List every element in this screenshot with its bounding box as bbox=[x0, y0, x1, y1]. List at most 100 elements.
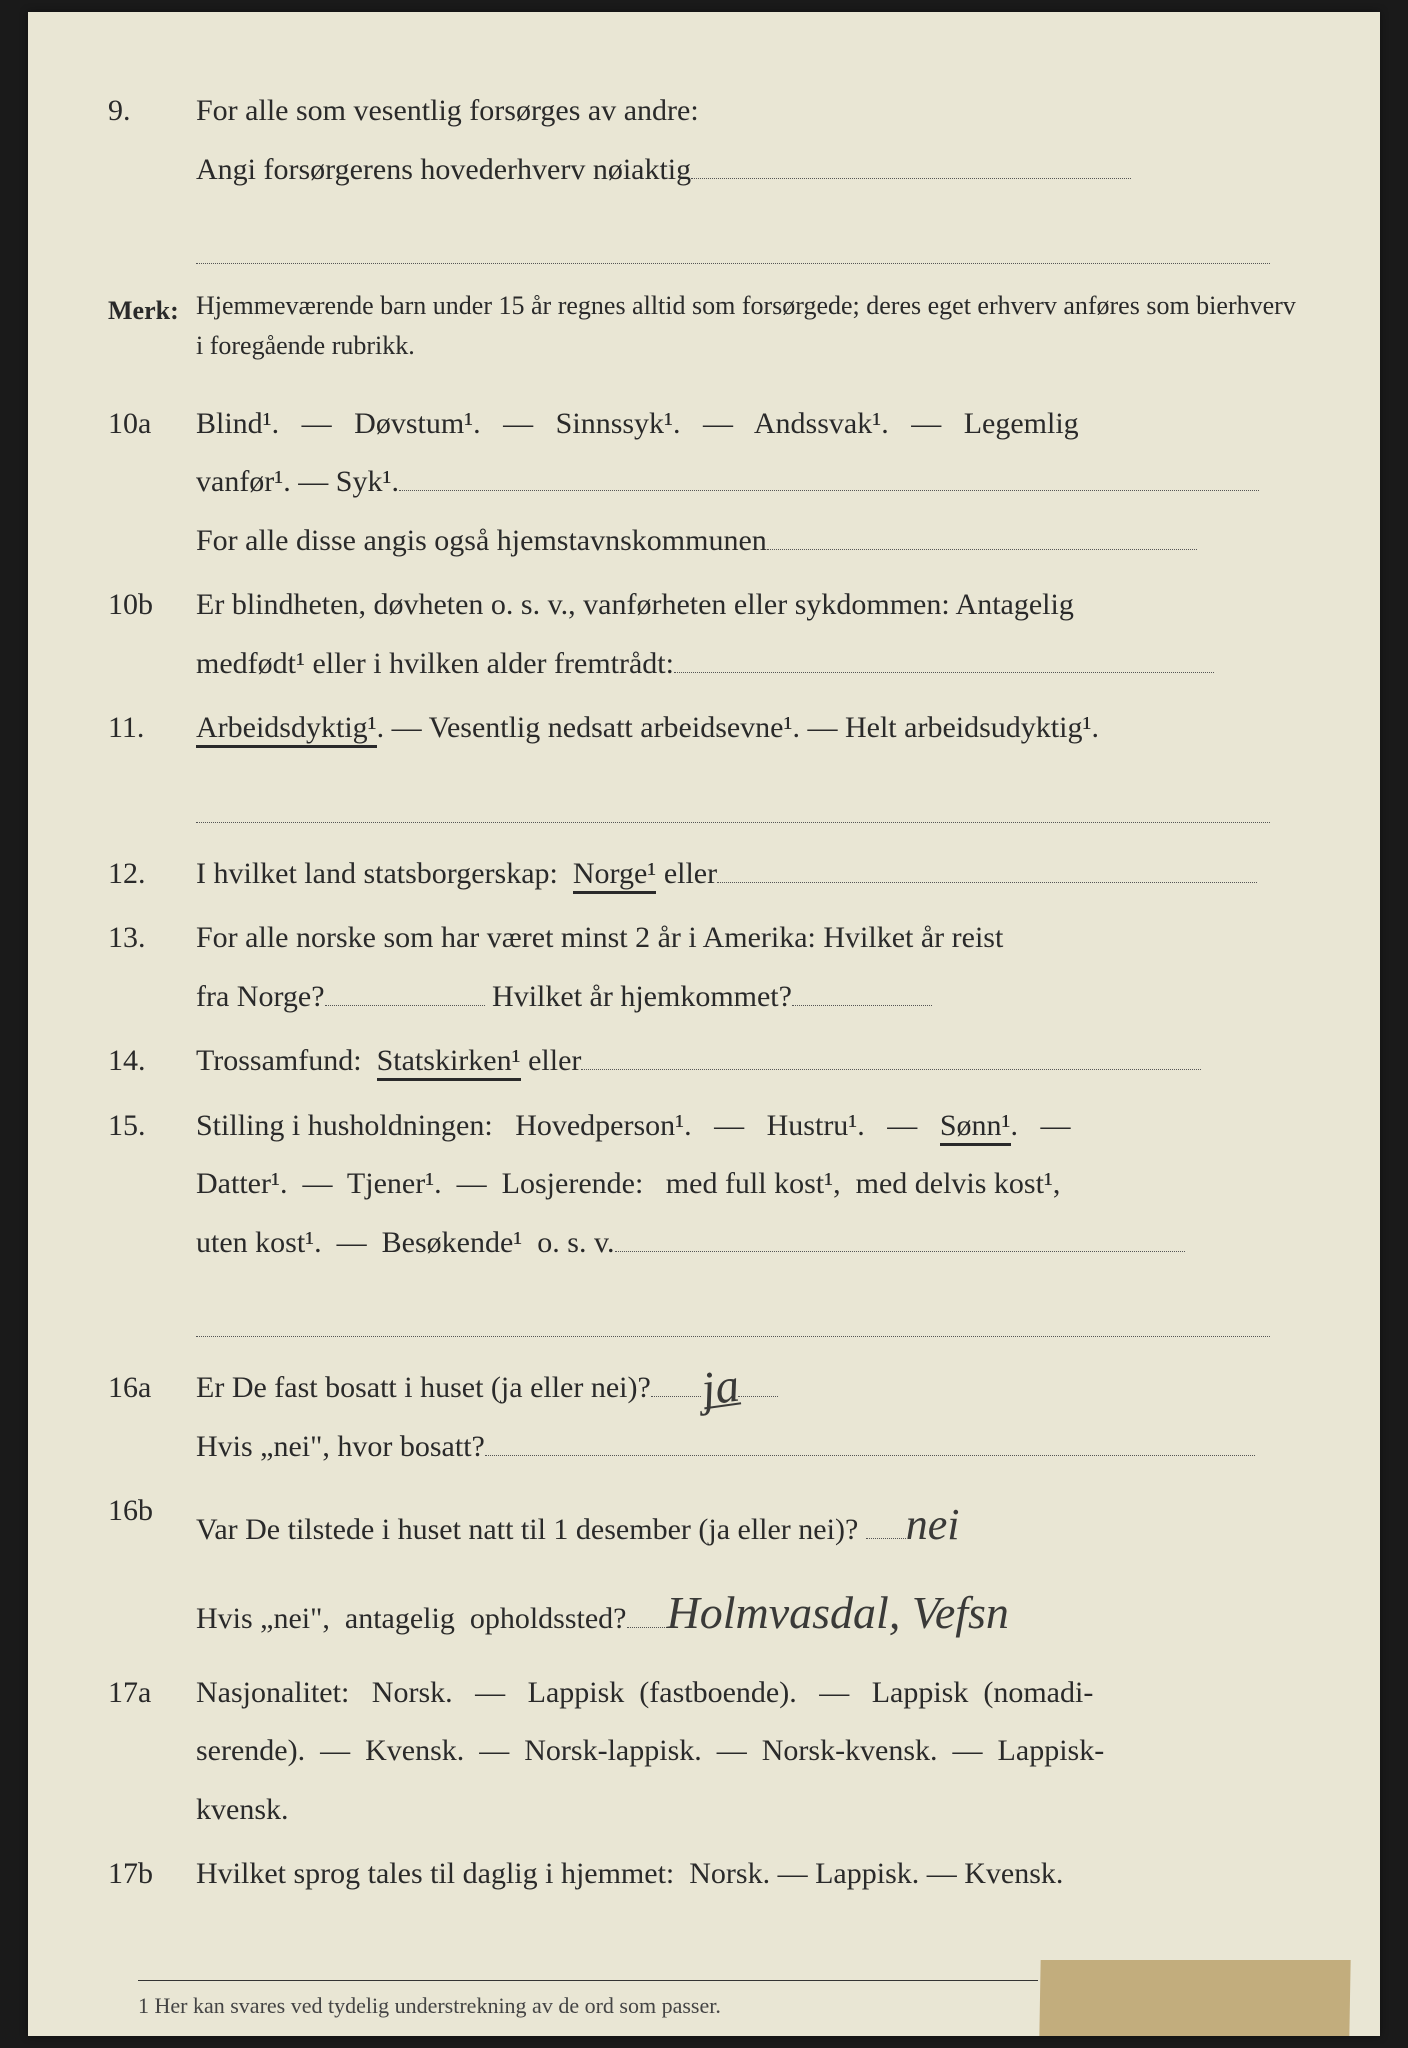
q9-number: 9. bbox=[108, 82, 196, 199]
q16a-body: Er De fast bosatt i huset (ja eller nei)… bbox=[196, 1359, 1300, 1476]
q16b-line1: Var De tilstede i huset natt til 1 desem… bbox=[196, 1482, 1300, 1568]
question-9: 9. For alle som vesentlig forsørges av a… bbox=[108, 82, 1300, 199]
dotted-fill bbox=[691, 145, 1131, 179]
question-10a: 10a Blind¹. — Døvstum¹. — Sinnssyk¹. — A… bbox=[108, 395, 1300, 571]
q16b-answer2-handwritten: Holmvasdal, Vefsn bbox=[667, 1587, 1009, 1638]
q10a-line3-text: For alle disse angis også hjemstavnskomm… bbox=[196, 524, 767, 557]
q10b-body: Er blindheten, døvheten o. s. v., vanfør… bbox=[196, 576, 1300, 693]
q11-body: Arbeidsdyktig¹. — Vesentlig nedsatt arbe… bbox=[196, 699, 1300, 758]
dotted-fill bbox=[581, 1036, 1201, 1070]
q17b-number: 17b bbox=[108, 1845, 196, 1904]
dotted-fill bbox=[866, 1505, 906, 1539]
q12-body: I hvilket land statsborgerskap: Norge¹ e… bbox=[196, 845, 1300, 904]
dotted-fill bbox=[767, 516, 1197, 550]
q17a-line2: serende). — Kvensk. — Norsk-lappisk. — N… bbox=[196, 1722, 1300, 1781]
question-15: 15. Stilling i husholdningen: Hovedperso… bbox=[108, 1097, 1300, 1273]
q15-post: . — bbox=[1011, 1109, 1071, 1142]
dotted-fill bbox=[615, 1218, 1185, 1252]
q10b-line1: Er blindheten, døvheten o. s. v., vanfør… bbox=[196, 576, 1300, 635]
q9-line2-text: Angi forsørgerens hovederhverv nøiaktig bbox=[196, 153, 691, 186]
q11-number: 11. bbox=[108, 699, 196, 758]
q14-body: Trossamfund: Statskirken¹ eller bbox=[196, 1032, 1300, 1091]
q10b-number: 10b bbox=[108, 576, 196, 693]
q13-line2b: Hvilket år hjemkommet? bbox=[485, 980, 792, 1013]
question-13: 13. For alle norske som har været minst … bbox=[108, 909, 1300, 1026]
q10a-line3: For alle disse angis også hjemstavnskomm… bbox=[196, 512, 1300, 571]
question-10b: 10b Er blindheten, døvheten o. s. v., va… bbox=[108, 576, 1300, 693]
question-11: 11. Arbeidsdyktig¹. — Vesentlig nedsatt … bbox=[108, 699, 1300, 758]
q17b-text: Hvilket sprog tales til daglig i hjemmet… bbox=[196, 1845, 1300, 1904]
dotted-fill bbox=[651, 1363, 701, 1397]
q9-line1: For alle som vesentlig forsørges av andr… bbox=[196, 82, 1300, 141]
q16a-line1-text: Er De fast bosatt i huset (ja eller nei)… bbox=[196, 1371, 651, 1404]
q16a-line1: Er De fast bosatt i huset (ja eller nei)… bbox=[196, 1359, 1300, 1418]
dotted-fill bbox=[717, 849, 1257, 883]
question-16b: 16b Var De tilstede i huset natt til 1 d… bbox=[108, 1482, 1300, 1657]
q10a-number: 10a bbox=[108, 395, 196, 571]
q16a-answer-handwritten: ja bbox=[699, 1369, 741, 1409]
q15-sonn-underlined: Sønn¹ bbox=[940, 1109, 1011, 1146]
q13-line2a: fra Norge? bbox=[196, 980, 325, 1013]
adhesive-tape-icon bbox=[1039, 1960, 1350, 2036]
q9-body: For alle som vesentlig forsørges av andr… bbox=[196, 82, 1300, 199]
q16b-number: 16b bbox=[108, 1482, 196, 1657]
dotted-fill bbox=[399, 457, 1259, 491]
q15-line3-text: uten kost¹. — Besøkende¹ o. s. v. bbox=[196, 1226, 615, 1259]
q9-line2: Angi forsørgerens hovederhverv nøiaktig bbox=[196, 141, 1300, 200]
q16b-body: Var De tilstede i huset natt til 1 desem… bbox=[196, 1482, 1300, 1657]
dotted-fill bbox=[325, 972, 485, 1006]
q16b-line2-text: Hvis „nei", antagelig opholdssted? bbox=[196, 1602, 627, 1635]
q16b-line2: Hvis „nei", antagelig opholdssted? Holmva… bbox=[196, 1568, 1300, 1658]
q13-number: 13. bbox=[108, 909, 196, 1026]
q14-post: eller bbox=[521, 1044, 582, 1077]
census-form-page: 9. For alle som vesentlig forsørges av a… bbox=[28, 12, 1380, 2036]
dotted-blank-row bbox=[196, 217, 1270, 264]
q16a-line2-text: Hvis „nei", hvor bosatt? bbox=[196, 1430, 485, 1463]
q13-body: For alle norske som har været minst 2 år… bbox=[196, 909, 1300, 1026]
q13-line1: For alle norske som har været minst 2 år… bbox=[196, 909, 1300, 968]
question-14: 14. Trossamfund: Statskirken¹ eller bbox=[108, 1032, 1300, 1091]
q16a-line2: Hvis „nei", hvor bosatt? bbox=[196, 1418, 1300, 1477]
q14-statskirken-underlined: Statskirken¹ bbox=[377, 1044, 521, 1081]
q10a-options: Blind¹. — Døvstum¹. — Sinnssyk¹. — Andss… bbox=[196, 395, 1300, 454]
q12-number: 12. bbox=[108, 845, 196, 904]
q10a-line2-text: vanfør¹. — Syk¹. bbox=[196, 465, 399, 498]
q13-line2: fra Norge? Hvilket år hjemkommet? bbox=[196, 968, 1300, 1027]
note-block: Merk: Hjemmeværende barn under 15 år reg… bbox=[108, 286, 1300, 367]
dotted-fill bbox=[485, 1422, 1255, 1456]
q16b-line1-text: Var De tilstede i huset natt til 1 desem… bbox=[196, 1513, 866, 1546]
question-16a: 16a Er De fast bosatt i huset (ja eller … bbox=[108, 1359, 1300, 1476]
q17a-line1: Nasjonalitet: Norsk. — Lappisk (fastboen… bbox=[196, 1664, 1300, 1723]
dotted-fill bbox=[627, 1594, 667, 1628]
q15-line2: Datter¹. — Tjener¹. — Losjerende: med fu… bbox=[196, 1155, 1300, 1214]
dotted-blank-row bbox=[196, 776, 1270, 823]
question-17b: 17b Hvilket sprog tales til daglig i hje… bbox=[108, 1845, 1300, 1904]
q10b-line2: medfødt¹ eller i hvilken alder fremtrådt… bbox=[196, 635, 1300, 694]
q12-norge-underlined: Norge¹ bbox=[573, 857, 656, 894]
q16a-number: 16a bbox=[108, 1359, 196, 1476]
q11-rest: . — Vesentlig nedsatt arbeidsevne¹. — He… bbox=[377, 711, 1099, 744]
q12-pre: I hvilket land statsborgerskap: bbox=[196, 857, 573, 890]
dotted-fill bbox=[792, 972, 932, 1006]
q10a-body: Blind¹. — Døvstum¹. — Sinnssyk¹. — Andss… bbox=[196, 395, 1300, 571]
question-17a: 17a Nasjonalitet: Norsk. — Lappisk (fast… bbox=[108, 1664, 1300, 1840]
note-label: Merk: bbox=[108, 286, 196, 367]
note-text: Hjemmeværende barn under 15 år regnes al… bbox=[196, 286, 1300, 367]
question-12: 12. I hvilket land statsborgerskap: Norg… bbox=[108, 845, 1300, 904]
q15-body: Stilling i husholdningen: Hovedperson¹. … bbox=[196, 1097, 1300, 1273]
dotted-fill bbox=[738, 1363, 778, 1397]
q14-pre: Trossamfund: bbox=[196, 1044, 377, 1077]
q17a-body: Nasjonalitet: Norsk. — Lappisk (fastboen… bbox=[196, 1664, 1300, 1840]
q17a-line3: kvensk. bbox=[196, 1781, 1300, 1840]
q14-number: 14. bbox=[108, 1032, 196, 1091]
q15-line3: uten kost¹. — Besøkende¹ o. s. v. bbox=[196, 1214, 1300, 1273]
footnote: 1 Her kan svares ved tydelig understrekn… bbox=[138, 1980, 1038, 2028]
q10b-line2-text: medfødt¹ eller i hvilken alder fremtrådt… bbox=[196, 647, 674, 680]
dotted-fill bbox=[674, 639, 1214, 673]
q15-pre: Stilling i husholdningen: Hovedperson¹. … bbox=[196, 1109, 940, 1142]
dotted-blank-row bbox=[196, 1290, 1270, 1337]
q15-number: 15. bbox=[108, 1097, 196, 1273]
q17a-number: 17a bbox=[108, 1664, 196, 1840]
q15-line1: Stilling i husholdningen: Hovedperson¹. … bbox=[196, 1097, 1300, 1156]
q16b-answer1-handwritten: nei bbox=[906, 1500, 960, 1549]
